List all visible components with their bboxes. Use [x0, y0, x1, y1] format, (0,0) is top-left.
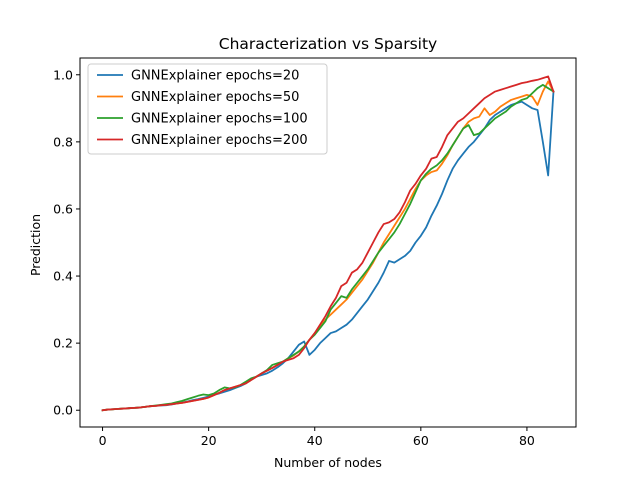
x-axis-ticks: 0 20 40 60 80 [99, 427, 535, 448]
x-tick-label: 0 [99, 433, 107, 448]
x-tick-label: 80 [519, 433, 535, 448]
y-tick-label: 0.6 [53, 201, 73, 216]
y-axis-label: Prediction [28, 214, 43, 276]
legend-label: GNNExplainer epochs=200 [131, 133, 308, 148]
y-tick-label: 0.0 [53, 403, 73, 418]
legend-label: GNNExplainer epochs=100 [131, 112, 308, 127]
y-tick-label: 0.8 [53, 134, 73, 149]
x-tick-label: 40 [307, 433, 323, 448]
axes-frame [79, 57, 577, 428]
series-line-3 [101, 83, 555, 412]
x-tick-label: 60 [413, 433, 429, 448]
y-axis-ticks: 0.0 0.2 0.4 0.6 0.8 1.0 [53, 67, 80, 418]
x-axis-label: Number of nodes [274, 455, 382, 470]
legend-label: GNNExplainer epochs=20 [131, 69, 299, 84]
y-tick-label: 1.0 [53, 67, 73, 82]
legend-label: GNNExplainer epochs=50 [131, 90, 299, 105]
y-tick-label: 0.4 [53, 269, 73, 284]
legend: GNNExplainer epochs=20 GNNExplainer epoch… [87, 63, 328, 155]
series-line-4 [101, 75, 555, 412]
legend-box [87, 63, 328, 155]
chart-title: Characterization vs Sparsity [219, 35, 437, 53]
y-tick-label: 0.2 [53, 336, 73, 351]
x-tick-label: 20 [201, 433, 217, 448]
